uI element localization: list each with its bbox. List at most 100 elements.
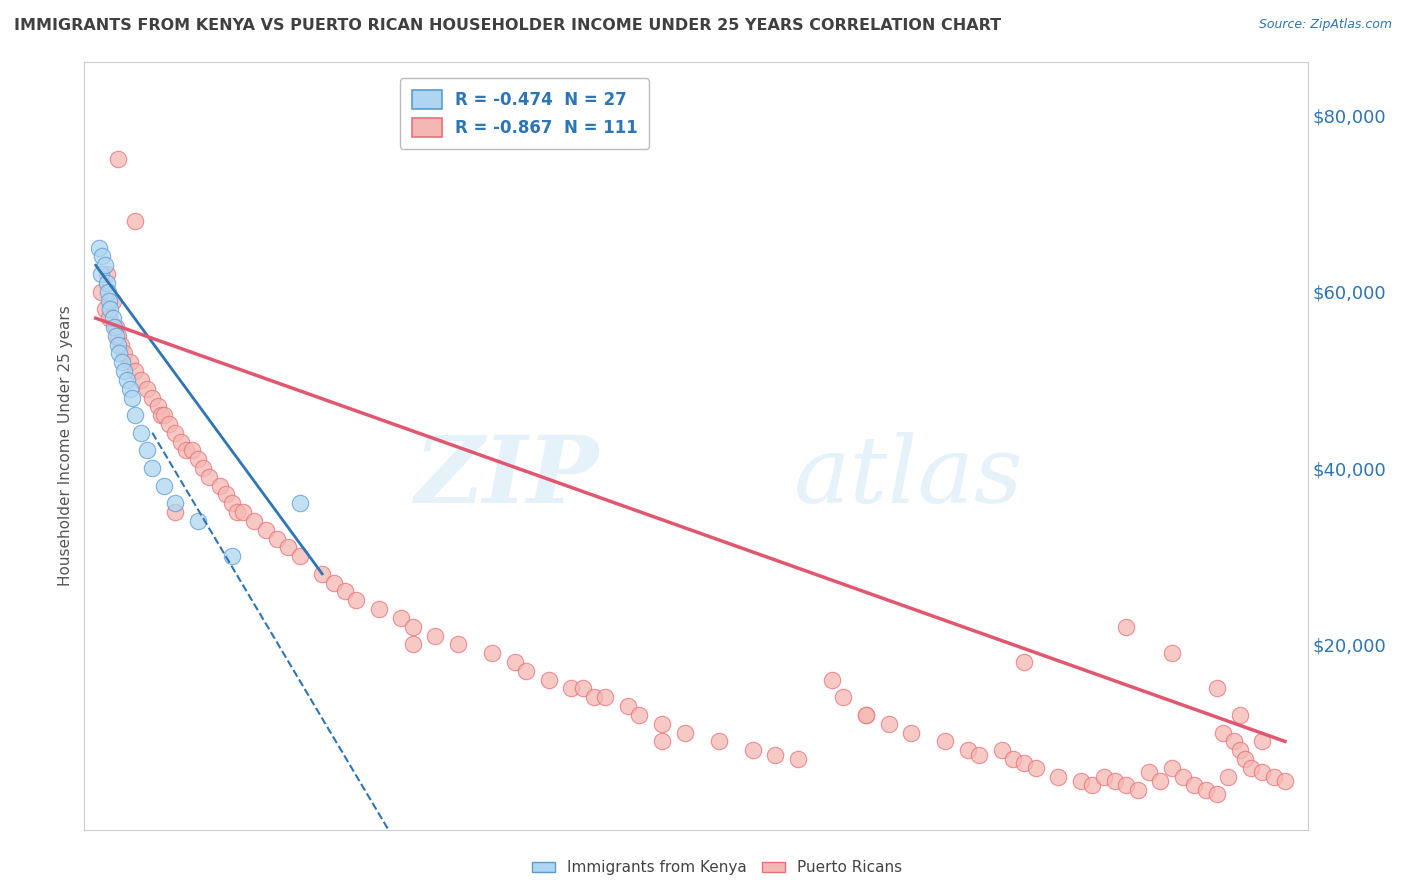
Point [967, 747, 990, 762]
Point [98, 311, 121, 326]
Point [1092, 770, 1115, 784]
Point [821, 673, 844, 687]
Point [226, 505, 249, 519]
Point [152, 408, 174, 422]
Point [1047, 770, 1070, 784]
Point [651, 716, 673, 731]
Point [991, 743, 1014, 757]
Point [91, 249, 114, 263]
Point [1081, 779, 1104, 793]
Point [1104, 774, 1126, 789]
Point [900, 725, 922, 739]
Point [1182, 779, 1205, 793]
Point [1218, 770, 1240, 784]
Point [124, 408, 146, 422]
Point [855, 707, 877, 722]
Point [141, 391, 163, 405]
Point [311, 566, 333, 581]
Point [515, 664, 537, 678]
Point [111, 355, 134, 369]
Point [107, 337, 129, 351]
Point [121, 391, 143, 405]
Point [617, 699, 640, 714]
Point [135, 382, 157, 396]
Point [152, 478, 174, 492]
Point [1160, 761, 1182, 775]
Point [97, 285, 120, 299]
Point [163, 425, 186, 440]
Point [277, 541, 299, 555]
Point [163, 505, 186, 519]
Point [232, 505, 254, 519]
Point [391, 611, 413, 625]
Point [503, 655, 526, 669]
Point [1160, 646, 1182, 660]
Point [157, 417, 180, 431]
Point [169, 434, 191, 449]
Point [112, 346, 135, 360]
Point [1126, 783, 1149, 797]
Point [1149, 774, 1171, 789]
Point [425, 629, 447, 643]
Point [141, 461, 163, 475]
Point [118, 382, 141, 396]
Point [956, 743, 979, 757]
Point [1025, 761, 1047, 775]
Point [628, 707, 651, 722]
Legend: Immigrants from Kenya, Puerto Ricans: Immigrants from Kenya, Puerto Ricans [526, 855, 908, 881]
Point [1115, 779, 1137, 793]
Point [1070, 774, 1092, 789]
Point [107, 328, 129, 343]
Point [1223, 734, 1246, 748]
Point [1263, 770, 1285, 784]
Point [90, 285, 112, 299]
Point [101, 311, 124, 326]
Point [181, 443, 204, 458]
Point [209, 478, 232, 492]
Point [90, 267, 112, 281]
Point [221, 549, 243, 564]
Point [96, 267, 118, 281]
Point [367, 602, 389, 616]
Point [96, 276, 118, 290]
Point [112, 364, 135, 378]
Point [254, 523, 277, 537]
Point [832, 690, 855, 705]
Point [101, 293, 124, 308]
Point [1014, 756, 1036, 771]
Y-axis label: Householder Income Under 25 years: Householder Income Under 25 years [58, 306, 73, 586]
Point [135, 443, 157, 458]
Point [651, 734, 673, 748]
Point [93, 258, 117, 272]
Point [344, 593, 367, 607]
Point [1206, 681, 1229, 696]
Point [150, 408, 173, 422]
Point [934, 734, 956, 748]
Point [1234, 752, 1257, 766]
Point [787, 752, 810, 766]
Point [1002, 752, 1025, 766]
Point [288, 549, 311, 564]
Point [163, 496, 186, 510]
Point [763, 747, 786, 762]
Point [402, 620, 425, 634]
Point [187, 452, 209, 467]
Point [215, 487, 238, 501]
Point [100, 302, 122, 317]
Point [1212, 725, 1234, 739]
Point [105, 328, 128, 343]
Point [673, 725, 696, 739]
Point [124, 214, 146, 228]
Point [1171, 770, 1194, 784]
Text: IMMIGRANTS FROM KENYA VS PUERTO RICAN HOUSEHOLDER INCOME UNDER 25 YEARS CORRELAT: IMMIGRANTS FROM KENYA VS PUERTO RICAN HO… [14, 18, 1001, 33]
Point [93, 302, 117, 317]
Point [198, 470, 221, 484]
Point [402, 637, 425, 651]
Text: Source: ZipAtlas.com: Source: ZipAtlas.com [1258, 18, 1392, 31]
Point [707, 734, 730, 748]
Point [108, 346, 131, 360]
Point [110, 337, 132, 351]
Point [481, 646, 503, 660]
Point [741, 743, 763, 757]
Point [129, 373, 152, 387]
